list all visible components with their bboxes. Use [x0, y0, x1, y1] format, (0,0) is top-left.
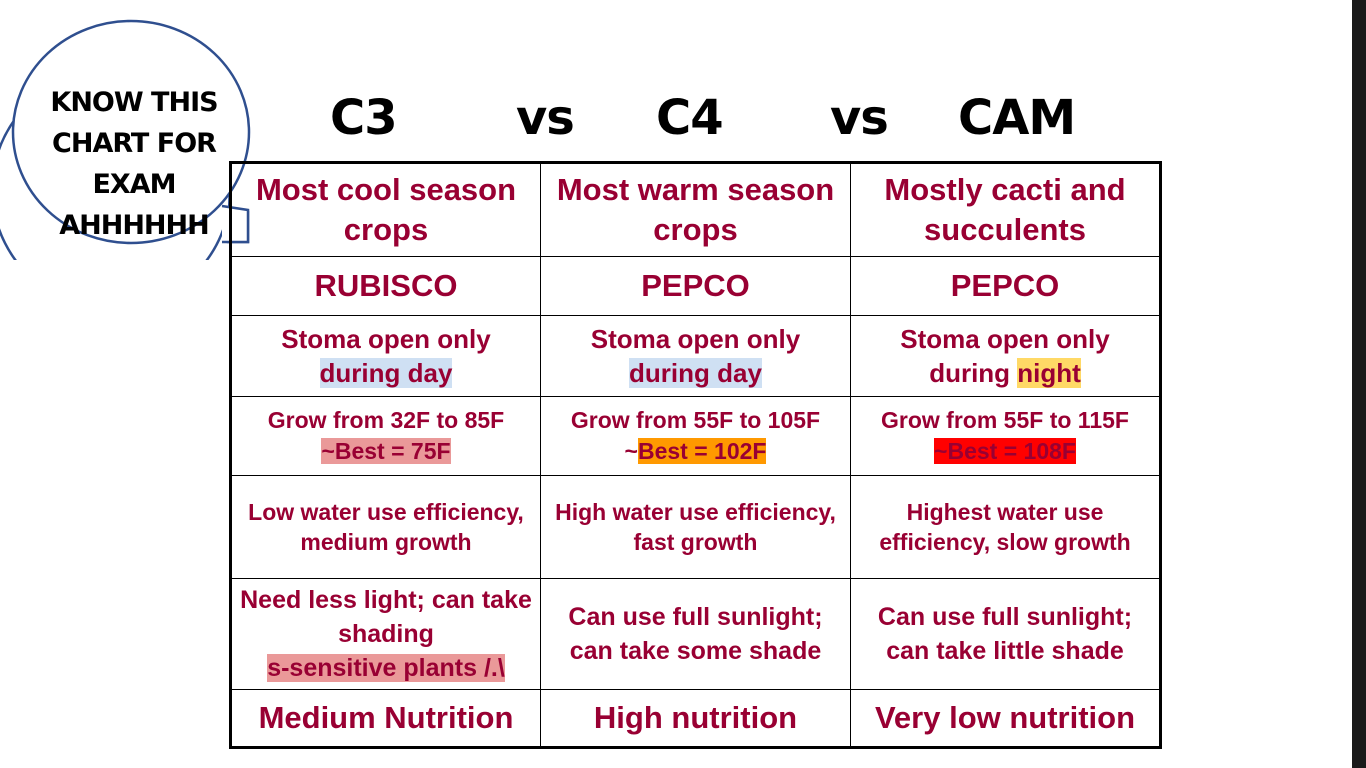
cell-c4-light: Can use full sunlight; can take some sha…	[540, 578, 851, 690]
title-vs-1: vs	[516, 90, 575, 146]
table-row-stoma: Stoma open only during day Stoma open on…	[230, 315, 1161, 397]
stoma-cam-night-highlight: night	[1017, 358, 1081, 388]
speech-bubble-shape	[0, 19, 251, 310]
cell-c3-stoma: Stoma open only during day	[230, 315, 541, 397]
cell-cam-enzyme: PEPCO	[850, 256, 1161, 316]
cell-cam-stoma: Stoma open only during night	[850, 315, 1161, 397]
cell-cam-water: Highest water use efficiency, slow growt…	[850, 475, 1161, 579]
cell-c4-enzyme: PEPCO	[540, 256, 851, 316]
stoma-c3-line1: Stoma open only	[281, 324, 491, 354]
cell-cam-crops: Mostly cacti and succulents	[850, 162, 1161, 257]
table-row-enzyme: RUBISCO PEPCO PEPCO	[230, 256, 1161, 316]
stoma-cam-line1: Stoma open only	[900, 324, 1110, 354]
cell-cam-temperature: Grow from 55F to 115F ~Best = 108F	[850, 396, 1161, 476]
cell-cam-nutrition: Very low nutrition	[850, 689, 1161, 748]
temp-c4-best-highlight: Best = 102F	[637, 438, 767, 464]
callout-line-3: EXAM	[92, 169, 176, 200]
title-c4: C4	[656, 90, 724, 146]
light-c3-note-highlight: s-sensitive plants /.\	[267, 654, 505, 682]
comparison-table: Most cool season crops Most warm season …	[229, 161, 1162, 749]
light-c3-text: Need less light; can take shading	[240, 586, 532, 648]
callout-text: KNOW THIS CHART FOR EXAM AHHHHHH	[32, 82, 236, 246]
table-row-crops: Most cool season crops Most warm season …	[230, 162, 1161, 257]
cell-cam-light: Can use full sunlight; can take little s…	[850, 578, 1161, 690]
cell-c4-stoma: Stoma open only during day	[540, 315, 851, 397]
stoma-cam-during: during	[929, 358, 1018, 388]
table-row-nutrition: Medium Nutrition High nutrition Very low…	[230, 689, 1161, 748]
cell-c3-temperature: Grow from 32F to 85F ~Best = 75F	[230, 396, 541, 476]
title-cam: CAM	[958, 90, 1076, 146]
right-edge-bar	[1352, 0, 1366, 768]
cell-c4-temperature: Grow from 55F to 105F ~Best = 102F	[540, 396, 851, 476]
cell-c4-crops: Most warm season crops	[540, 162, 851, 257]
temp-c3-best-highlight: ~Best = 75F	[321, 438, 451, 464]
table-row-temperature: Grow from 32F to 85F ~Best = 75F Grow fr…	[230, 396, 1161, 476]
cell-c3-crops: Most cool season crops	[230, 162, 541, 257]
temp-c4-tilde: ~	[624, 438, 638, 464]
cell-c4-nutrition: High nutrition	[540, 689, 851, 748]
cell-c3-enzyme: RUBISCO	[230, 256, 541, 316]
callout-line-4: AHHHHHH	[59, 210, 209, 241]
cell-c4-water: High water use efficiency, fast growth	[540, 475, 851, 579]
speech-bubble-callout: KNOW THIS CHART FOR EXAM AHHHHHH	[0, 0, 270, 310]
table-row-light: Need less light; can take shading s-sens…	[230, 578, 1161, 690]
temp-cam-range: Grow from 55F to 115F	[881, 407, 1129, 433]
title-vs-2: vs	[830, 90, 889, 146]
table-row-water: Low water use efficiency, medium growth …	[230, 475, 1161, 579]
stoma-c4-day-highlight: during day	[629, 358, 762, 388]
stoma-c4-line1: Stoma open only	[590, 324, 801, 354]
temp-c3-range: Grow from 32F to 85F	[267, 407, 505, 433]
cell-c3-nutrition: Medium Nutrition	[230, 689, 541, 748]
title-c3: C3	[330, 90, 398, 146]
temp-cam-best-highlight: ~Best = 108F	[934, 438, 1076, 464]
callout-line-1: KNOW THIS	[50, 87, 218, 118]
stoma-c3-day-highlight: during day	[319, 358, 453, 388]
cell-c3-water: Low water use efficiency, medium growth	[230, 475, 541, 579]
cell-c3-light: Need less light; can take shading s-sens…	[230, 578, 541, 690]
temp-c4-range: Grow from 55F to 105F	[570, 407, 821, 433]
callout-line-2: CHART FOR	[52, 128, 217, 159]
